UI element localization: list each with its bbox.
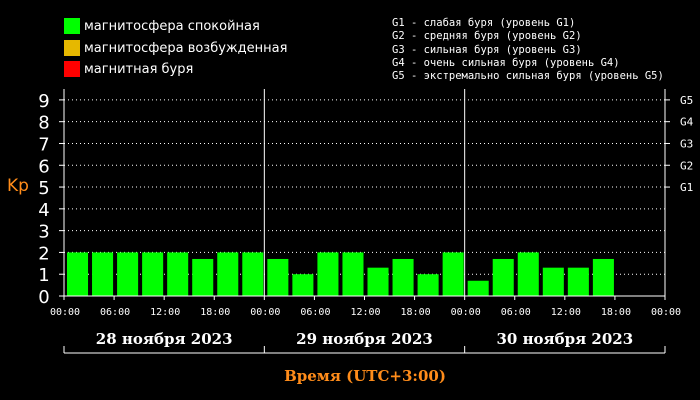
kp-bar — [217, 252, 239, 296]
x-tick-label: 12:00 — [551, 307, 581, 318]
storm-level-entry: G4 - очень сильная буря (уровень G4) — [392, 56, 620, 69]
g-level-label: G4 — [680, 116, 694, 129]
g-level-label: G3 — [680, 137, 693, 150]
x-tick-label: 06:00 — [100, 307, 130, 318]
y-tick-label: 5 — [38, 178, 49, 199]
x-tick-label: 06:00 — [501, 307, 531, 318]
kp-bar — [117, 252, 139, 296]
legend-swatch — [64, 40, 80, 56]
y-tick-label: 1 — [38, 265, 49, 286]
kp-bar — [342, 252, 364, 296]
y-tick-label: 3 — [38, 222, 49, 243]
legend-swatch — [64, 61, 80, 77]
kp-bar — [592, 258, 614, 296]
kp-bar — [392, 258, 414, 296]
storm-level-entry: G5 - экстремально сильная буря (уровень … — [392, 70, 664, 83]
x-tick-label: 18:00 — [601, 307, 631, 318]
kp-bar — [317, 252, 339, 296]
legend-label: магнитосфера возбужденная — [84, 40, 288, 56]
kp-bar — [567, 267, 589, 296]
kp-bar — [417, 274, 439, 296]
x-tick-label: 12:00 — [350, 307, 380, 318]
legend-item: магнитосфера спокойная — [64, 17, 260, 35]
kp-bar — [67, 252, 89, 296]
x-tick-label: 00:00 — [651, 307, 681, 318]
kp-bar — [542, 267, 564, 296]
legend-item: магнитосфера возбужденная — [64, 39, 287, 57]
g-level-label: G5 — [680, 94, 693, 107]
x-tick-label: 00:00 — [250, 307, 280, 318]
legend-swatch — [64, 18, 80, 34]
kp-bar — [467, 280, 489, 296]
x-tick-label: 00:00 — [50, 307, 80, 318]
legend-label: магнитная буря — [84, 61, 194, 77]
y-tick-label: 7 — [38, 134, 49, 155]
day-label: 28 ноября 2023 — [96, 330, 233, 348]
x-axis-title: Время (UTC+3:00) — [284, 367, 446, 385]
x-tick-label: 00:00 — [451, 307, 481, 318]
kp-bar — [367, 267, 389, 296]
y-tick-label: 0 — [38, 287, 49, 308]
x-tick-label: 18:00 — [200, 307, 230, 318]
kp-bar — [492, 258, 514, 296]
kp-bar — [292, 274, 314, 296]
storm-level-legend: G1 - слабая буря (уровень G1) G2 - средня… — [392, 17, 664, 83]
kp-bar — [92, 252, 114, 296]
y-tick-label: 6 — [38, 156, 49, 177]
kp-bar — [442, 252, 464, 296]
y-tick-label: 4 — [38, 200, 49, 221]
day-label: 29 ноября 2023 — [296, 330, 433, 348]
g-level-label: G2 — [680, 159, 693, 172]
kp-bar — [267, 258, 289, 296]
y-tick-label: 2 — [38, 243, 49, 264]
y-tick-label: 9 — [38, 91, 49, 112]
kp-bar — [242, 252, 264, 296]
kp-bar — [192, 258, 214, 296]
kp-bar — [142, 252, 164, 296]
kp-bar — [167, 252, 189, 296]
y-tick-label: 8 — [38, 113, 49, 134]
kp-bar — [517, 252, 539, 296]
storm-level-entry: G1 - слабая буря (уровень G1) — [392, 17, 576, 29]
x-tick-label: 18:00 — [401, 307, 431, 318]
legend-item: магнитная буря — [64, 60, 193, 78]
y-axis-title: Kp — [7, 176, 29, 196]
day-label: 30 ноября 2023 — [496, 330, 633, 348]
storm-level-entry: G3 - сильная буря (уровень G3) — [392, 43, 582, 56]
x-tick-label: 06:00 — [300, 307, 330, 318]
x-tick-label: 12:00 — [150, 307, 180, 318]
g-level-label: G1 — [680, 181, 693, 194]
storm-level-entry: G2 - средняя буря (уровень G2) — [392, 30, 582, 43]
legend-label: магнитосфера спокойная — [84, 18, 260, 34]
